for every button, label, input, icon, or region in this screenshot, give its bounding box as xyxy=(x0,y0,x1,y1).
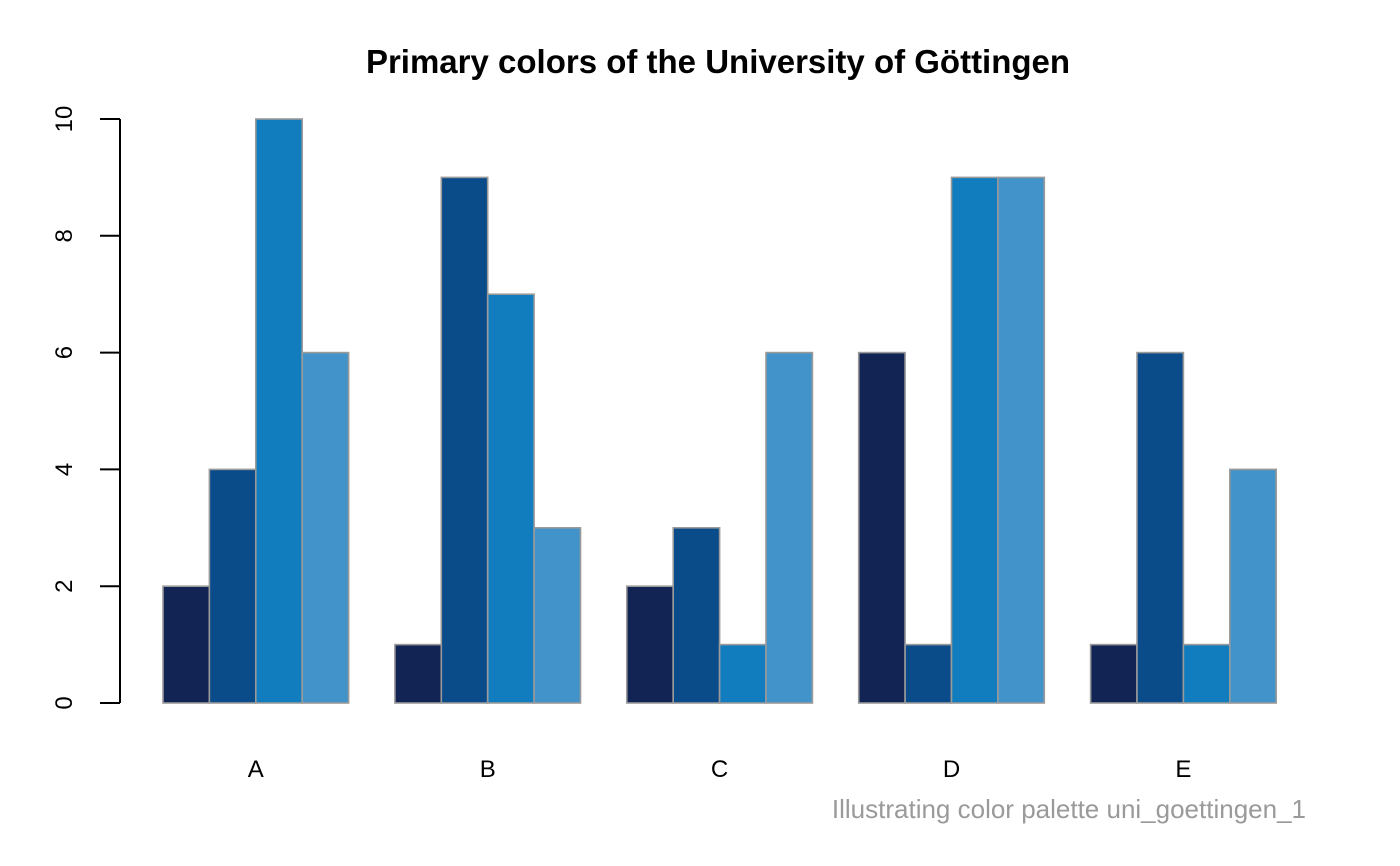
bar-d-1 xyxy=(857,351,906,704)
bar-a-1 xyxy=(162,585,211,704)
chart-title: Primary colors of the University of Gött… xyxy=(366,43,1070,80)
bar-c-3 xyxy=(718,643,767,704)
bar-a-2 xyxy=(208,468,257,704)
y-tick-label: 2 xyxy=(51,580,78,593)
bar-a-4 xyxy=(301,351,350,704)
x-tick-label: D xyxy=(943,756,960,783)
bar-d-3 xyxy=(950,176,999,704)
bar-d-4 xyxy=(997,176,1046,704)
x-tick-label: E xyxy=(1175,756,1191,783)
bar-e-3 xyxy=(1182,643,1231,704)
bar-b-4 xyxy=(533,526,582,704)
x-tick-label: B xyxy=(480,756,496,783)
bar-a-3 xyxy=(255,118,304,704)
y-tick-label: 0 xyxy=(51,696,78,709)
bar-b-2 xyxy=(440,176,489,704)
x-axis-labels: A B C D E xyxy=(248,756,1192,783)
bar-e-1 xyxy=(1089,643,1138,704)
y-tick-label: 10 xyxy=(51,106,78,133)
bar-b-3 xyxy=(486,293,535,704)
bar-e-4 xyxy=(1229,468,1278,704)
chart-caption: Illustrating color palette uni_goettinge… xyxy=(832,794,1306,824)
y-tick-label: 6 xyxy=(51,346,78,359)
bars-group xyxy=(162,118,1278,704)
bar-e-2 xyxy=(1136,351,1185,704)
bar-c-1 xyxy=(625,585,674,704)
bar-d-2 xyxy=(904,643,953,704)
y-tick-label: 8 xyxy=(51,229,78,242)
y-tick-label: 4 xyxy=(51,463,78,476)
y-axis: 0 2 4 6 8 10 xyxy=(51,106,121,710)
x-tick-label: C xyxy=(711,756,728,783)
bar-c-2 xyxy=(672,526,721,704)
x-tick-label: A xyxy=(248,756,264,783)
bar-c-4 xyxy=(765,351,814,704)
bar-b-1 xyxy=(394,643,443,704)
